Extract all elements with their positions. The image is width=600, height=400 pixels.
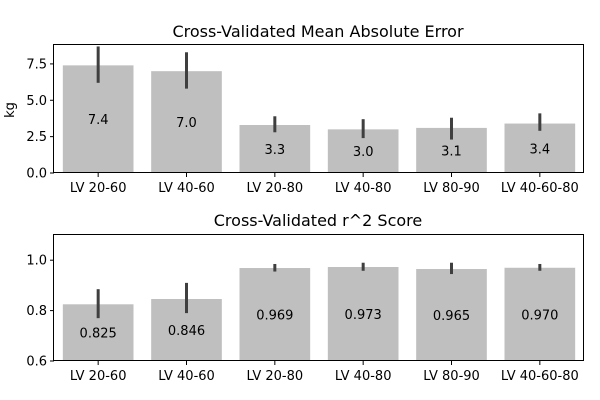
mae-data-label: 3.4 bbox=[529, 142, 550, 157]
mae-x-tick-label: LV 40-80 bbox=[335, 181, 392, 196]
r2-x-tick-label: LV 20-80 bbox=[247, 369, 304, 384]
r2-data-labels: 0.825 0.846 0.969 0.973 0.965 0.970 bbox=[80, 308, 559, 342]
r2-bar bbox=[239, 268, 311, 361]
mae-y-tick-label: 5.0 bbox=[26, 94, 47, 109]
mae-data-label: 3.0 bbox=[353, 145, 374, 160]
r2-y-tick-label: 0.8 bbox=[26, 304, 47, 319]
mae-x-tick-label: LV 80-90 bbox=[423, 181, 480, 196]
r2-bar bbox=[327, 267, 399, 361]
r2-y-ticks: 0.6 0.8 1.0 bbox=[26, 254, 54, 370]
r2-x-ticks: LV 20-60 LV 40-60 LV 20-80 LV 40-80 LV 80-90… bbox=[70, 361, 579, 384]
r2-y-tick-label: 0.6 bbox=[26, 355, 47, 370]
mae-bars bbox=[62, 65, 576, 173]
mae-chart-title: Cross-Validated Mean Absolute Error bbox=[172, 22, 464, 41]
r2-x-tick-label: LV 20-60 bbox=[70, 369, 127, 384]
r2-data-label: 0.969 bbox=[256, 309, 293, 324]
mae-y-tick-label: 7.5 bbox=[26, 57, 47, 72]
r2-x-tick-label: LV 40-80 bbox=[335, 369, 392, 384]
r2-data-label: 0.965 bbox=[433, 309, 470, 324]
r2-y-tick-label: 1.0 bbox=[26, 254, 47, 269]
mae-data-label: 3.3 bbox=[264, 143, 285, 158]
mae-data-label: 3.1 bbox=[441, 144, 462, 159]
r2-error-bars bbox=[96, 262, 542, 319]
mae-x-ticks: LV 20-60 LV 40-60 LV 20-80 LV 40-80 LV 80-90… bbox=[70, 173, 579, 196]
r2-x-tick-label: LV 40-60 bbox=[158, 369, 215, 384]
r2-chart-title: Cross-Validated r^2 Score bbox=[214, 211, 422, 230]
mae-y-ticks: 0.0 2.5 5.0 7.5 bbox=[26, 57, 54, 182]
mae-bar bbox=[62, 65, 134, 173]
mae-plot-frame bbox=[53, 44, 584, 173]
r2-panel: Cross-Validated r^2 Score 0.825 0.846 0.96… bbox=[26, 211, 584, 384]
r2-bars bbox=[62, 267, 576, 361]
mae-x-tick-label: LV 20-80 bbox=[247, 181, 304, 196]
mae-x-tick-label: LV 40-60-80 bbox=[501, 181, 579, 196]
mae-data-labels: 7.4 7.0 3.3 3.0 3.1 3.4 bbox=[88, 113, 550, 160]
r2-data-label: 0.825 bbox=[80, 327, 117, 342]
mae-y-axis-label: kg bbox=[3, 102, 18, 118]
mae-x-tick-label: LV 40-60 bbox=[158, 181, 215, 196]
r2-data-label: 0.970 bbox=[521, 308, 558, 323]
mae-x-tick-label: LV 20-60 bbox=[70, 181, 127, 196]
mae-error-bars bbox=[96, 46, 542, 140]
r2-x-tick-label: LV 80-90 bbox=[423, 369, 480, 384]
mae-data-label: 7.4 bbox=[88, 113, 109, 128]
r2-data-label: 0.973 bbox=[345, 308, 382, 323]
mae-data-label: 7.0 bbox=[176, 116, 197, 131]
r2-bar bbox=[504, 267, 576, 361]
mae-bar bbox=[504, 123, 576, 173]
mae-y-tick-label: 2.5 bbox=[26, 130, 47, 145]
r2-plot-frame bbox=[53, 234, 584, 361]
r2-x-tick-label: LV 40-60-80 bbox=[501, 369, 579, 384]
mae-bar bbox=[239, 125, 311, 173]
mae-y-tick-label: 0.0 bbox=[26, 167, 47, 182]
r2-data-label: 0.846 bbox=[168, 324, 205, 339]
r2-bar bbox=[416, 269, 487, 361]
mae-panel: Cross-Validated Mean Absolute Error kg 7… bbox=[3, 22, 584, 196]
